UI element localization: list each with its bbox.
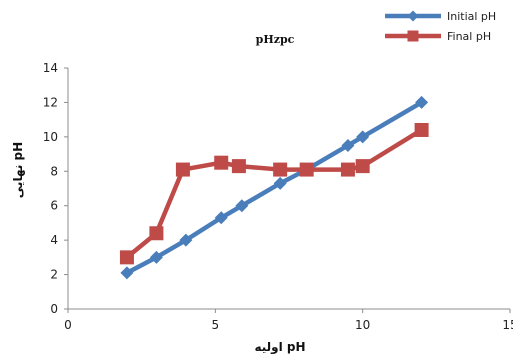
x-tick-label: 10 (355, 318, 370, 332)
data-point-final-ph (214, 155, 229, 170)
y-tick-label: 8 (50, 164, 58, 178)
data-point-final-ph (299, 162, 314, 177)
series-line-initial-ph (124, 100, 424, 276)
data-point-final-ph (340, 162, 355, 177)
x-tick-label: 15 (502, 318, 513, 332)
series-final-ph (119, 122, 429, 265)
data-point-final-ph (119, 250, 134, 265)
chart-title: pHzpc (256, 33, 295, 46)
data-point-initial-ph (214, 211, 228, 225)
y-tick-label: 4 (50, 233, 58, 247)
data-point-final-ph (175, 162, 190, 177)
legend-marker (407, 10, 419, 22)
y-tick-label: 12 (43, 95, 58, 109)
legend-label: Initial pH (447, 10, 496, 23)
legend-marker (407, 30, 419, 42)
x-tick-label: 5 (212, 318, 220, 332)
data-point-initial-ph (415, 95, 429, 109)
y-tick-label: 0 (50, 302, 58, 316)
data-point-final-ph (414, 122, 429, 137)
data-point-final-ph (231, 159, 246, 174)
y-tick-label: 6 (50, 199, 58, 213)
series-line-final-ph (124, 127, 424, 260)
data-point-initial-ph (120, 266, 134, 280)
data-point-initial-ph (235, 199, 249, 213)
series-initial-ph (120, 95, 429, 280)
data-point-final-ph (149, 226, 164, 241)
data-point-initial-ph (273, 176, 287, 190)
data-point-initial-ph (149, 250, 163, 264)
legend-label: Final pH (447, 30, 491, 43)
x-axis-label: pH اولیه (254, 340, 305, 355)
data-point-final-ph (355, 159, 370, 174)
data-point-final-ph (273, 162, 288, 177)
x-tick-label: 0 (64, 318, 72, 332)
legend: Initial pH Final pH (385, 10, 496, 43)
y-tick-label: 14 (43, 61, 58, 75)
legend-item-initial-ph: Initial pH (385, 10, 496, 23)
y-axis-label: pH نهایی (11, 142, 25, 198)
data-point-initial-ph (179, 233, 193, 247)
data-point-initial-ph (341, 138, 355, 152)
data-point-initial-ph (356, 130, 370, 144)
y-tick-label: 10 (43, 130, 58, 144)
legend-item-final-ph: Final pH (385, 30, 491, 43)
y-tick-label: 2 (50, 268, 58, 282)
